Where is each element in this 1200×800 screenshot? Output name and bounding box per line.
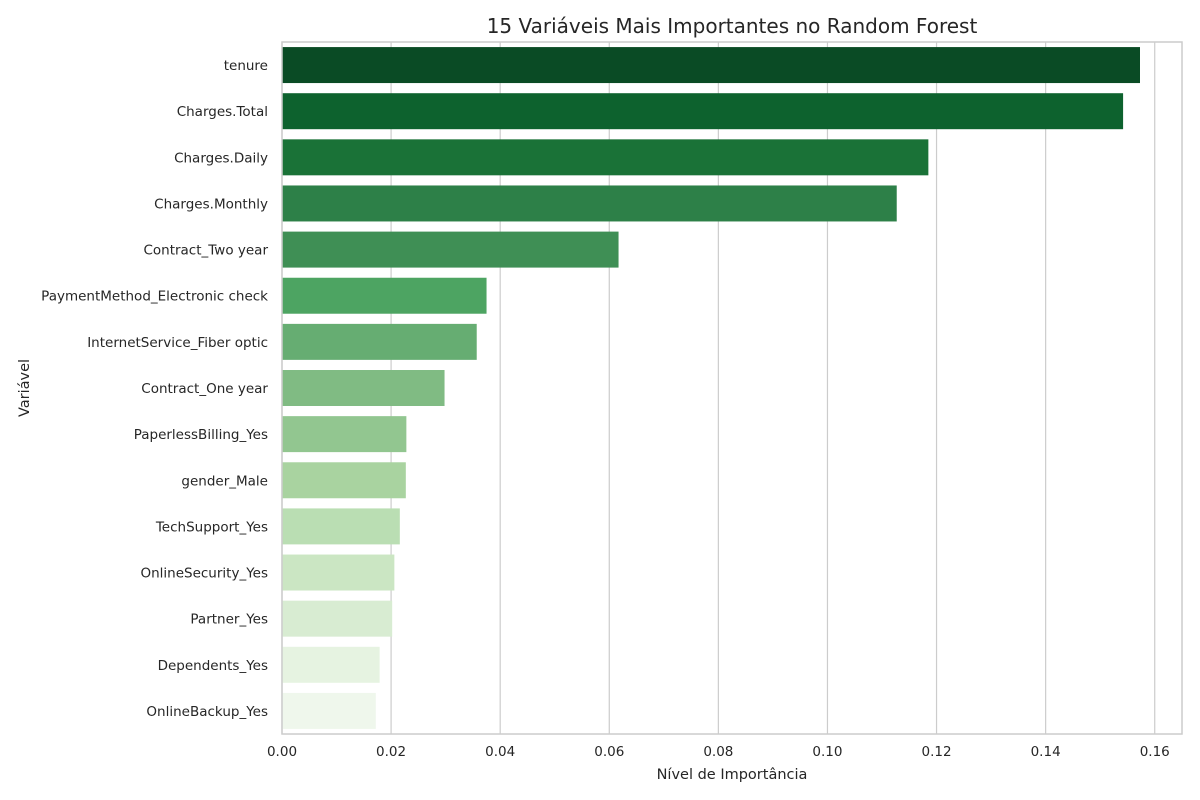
bar — [282, 554, 395, 591]
y-tick-label: tenure — [224, 58, 268, 74]
y-tick-label: OnlineSecurity_Yes — [140, 566, 268, 582]
y-axis-label: Variável — [17, 359, 33, 417]
x-tick-labels: 0.00 0.02 0.04 0.06 0.08 0.10 0.12 0.14 0.16 — [267, 744, 1170, 760]
bar — [282, 185, 897, 222]
bar — [282, 139, 929, 176]
x-tick-label: 0.06 — [594, 744, 624, 760]
y-tick-label: Contract_Two year — [143, 243, 268, 259]
y-tick-label: Charges.Total — [177, 104, 268, 120]
x-tick-label: 0.08 — [703, 744, 733, 760]
bar — [282, 370, 445, 406]
x-axis-label: Nível de Importância — [657, 767, 808, 783]
bar — [282, 508, 400, 545]
bar — [282, 47, 1140, 84]
y-tick-label: PaymentMethod_Electronic check — [41, 289, 268, 305]
x-tick-label: 0.16 — [1140, 744, 1170, 760]
chart-title: 15 Variáveis Mais Importantes no Random … — [487, 14, 978, 38]
bar — [282, 323, 477, 360]
x-tick-label: 0.14 — [1031, 744, 1061, 760]
y-tick-label: OnlineBackup_Yes — [146, 704, 268, 720]
y-tick-labels: tenure Charges.Total Charges.Daily Charges.… — [41, 58, 268, 720]
y-tick-label: Contract_One year — [141, 381, 268, 397]
bar — [282, 231, 619, 268]
y-tick-label: PaperlessBilling_Yes — [134, 427, 268, 443]
x-tick-label: 0.10 — [812, 744, 842, 760]
bar — [282, 277, 487, 314]
x-tick-label: 0.00 — [267, 744, 297, 760]
y-tick-label: TechSupport_Yes — [155, 519, 268, 535]
bar — [282, 646, 380, 683]
y-tick-label: Charges.Daily — [174, 150, 268, 166]
bar — [282, 93, 1124, 130]
x-tick-label: 0.12 — [922, 744, 952, 760]
bar — [282, 600, 393, 637]
y-tick-label: gender_Male — [181, 473, 268, 489]
bar — [282, 416, 407, 453]
x-tick-label: 0.04 — [485, 744, 515, 760]
y-tick-label: InternetService_Fiber optic — [87, 335, 268, 351]
y-tick-label: Charges.Monthly — [154, 196, 268, 212]
y-tick-label: Dependents_Yes — [158, 658, 268, 674]
x-tick-label: 0.02 — [376, 744, 406, 760]
plot-frame — [281, 41, 1183, 735]
bars — [282, 47, 1140, 729]
bar — [282, 462, 406, 499]
y-tick-label: Partner_Yes — [190, 612, 268, 628]
bar — [282, 692, 376, 729]
